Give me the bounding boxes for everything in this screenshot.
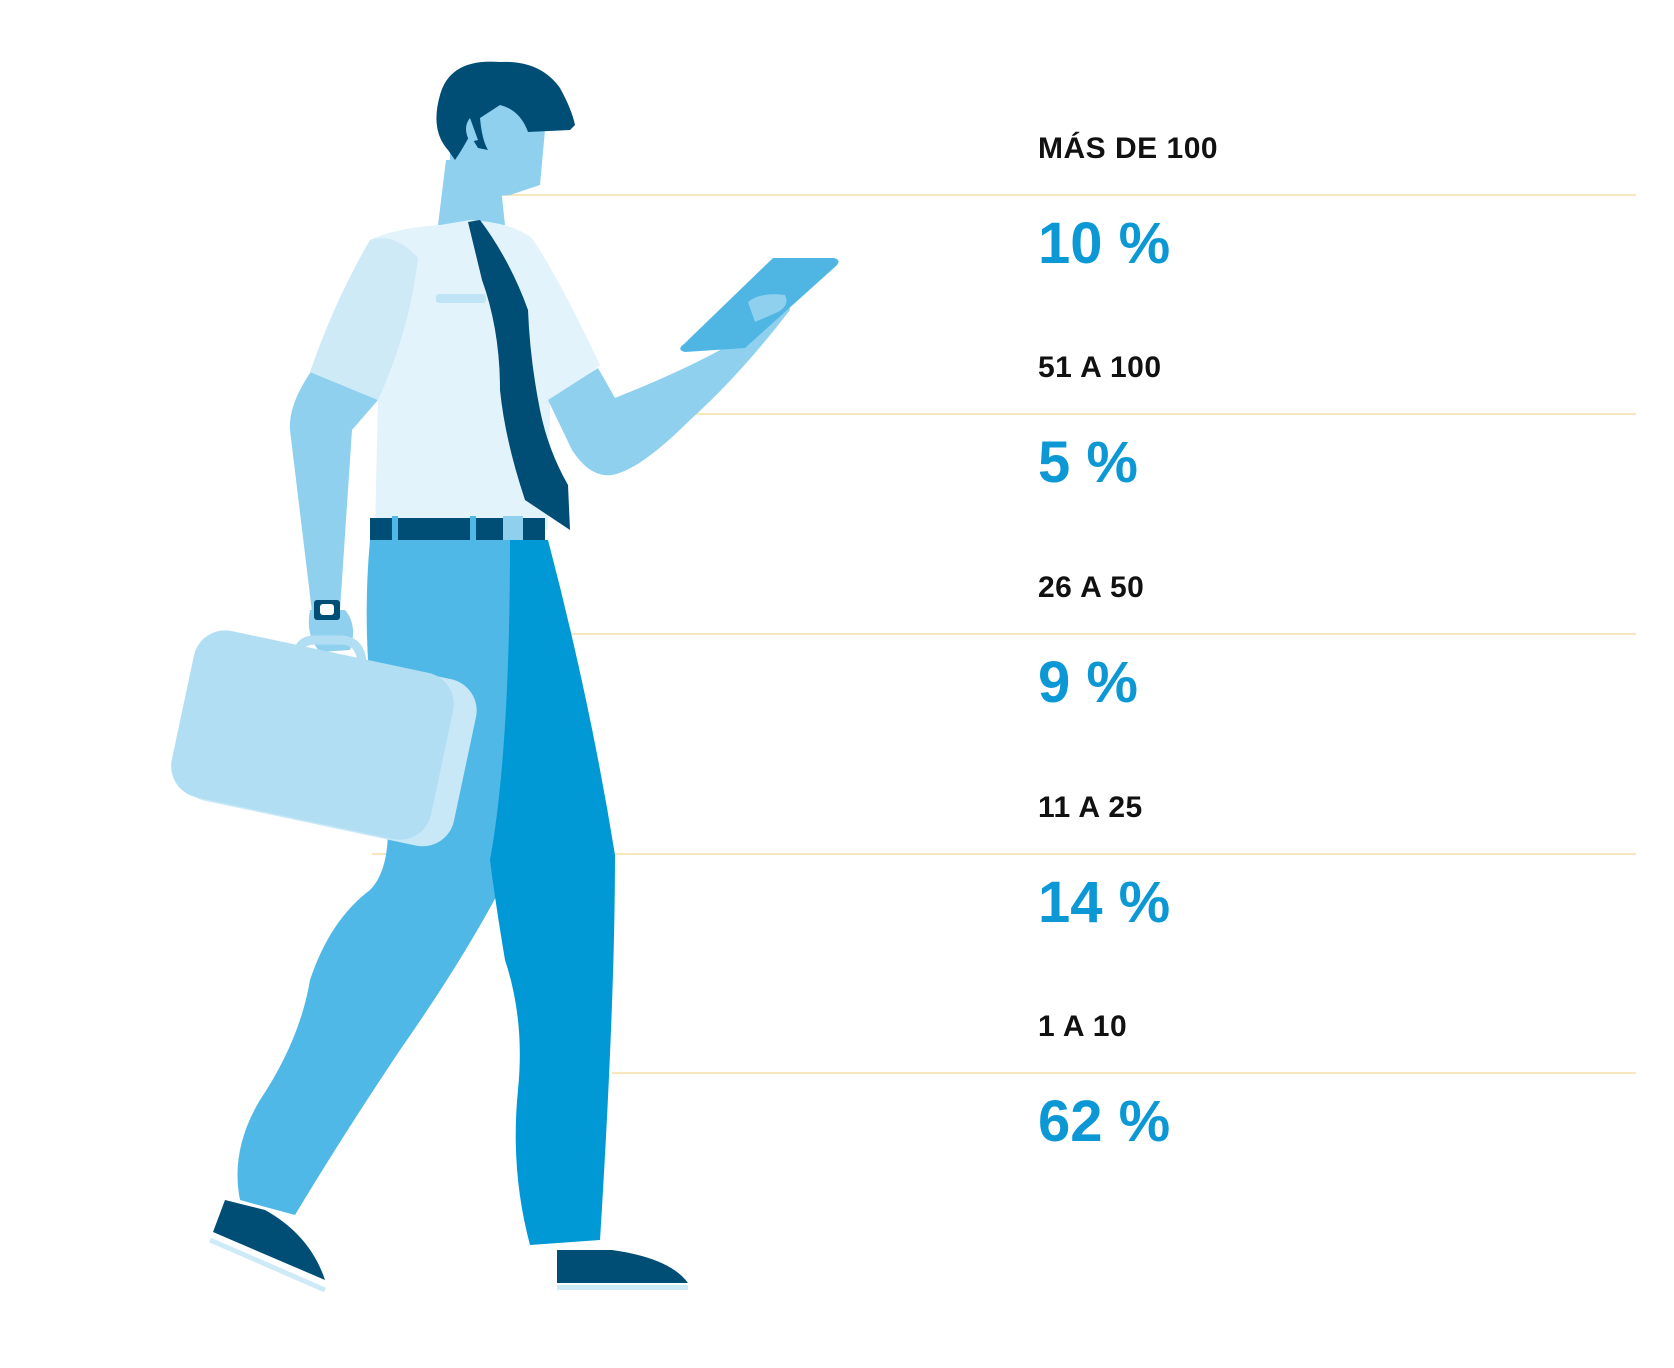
category-label: 1 A 10 [1038, 1010, 1128, 1043]
value-label: 62 % [1038, 1089, 1171, 1154]
front-leg [490, 540, 615, 1245]
belt-loop [392, 516, 398, 542]
value-label: 5 % [1038, 430, 1138, 495]
shoe-back [213, 1200, 325, 1280]
category-label: 51 A 100 [1038, 351, 1162, 384]
value-label: 9 % [1038, 650, 1138, 715]
category-label: 26 A 50 [1038, 571, 1145, 604]
shoe-back-sole [209, 1237, 326, 1293]
shirt-sleeve [310, 238, 418, 400]
shoe-front [557, 1250, 688, 1283]
briefcase-icon [171, 630, 477, 847]
shoe-front-sole [557, 1285, 688, 1290]
back-arm [289, 370, 378, 612]
value-label: 10 % [1038, 211, 1171, 276]
ear [466, 118, 478, 142]
category-label: MÁS DE 100 [1038, 132, 1219, 165]
hand [748, 294, 787, 322]
belt-loop [470, 516, 476, 542]
belt-buckle [503, 516, 523, 542]
category-label: 11 A 25 [1038, 791, 1143, 824]
shirt-pocket [436, 294, 486, 303]
value-label: 14 % [1038, 870, 1171, 935]
watch-face [320, 604, 334, 615]
belt [370, 518, 545, 540]
tie [468, 220, 570, 530]
